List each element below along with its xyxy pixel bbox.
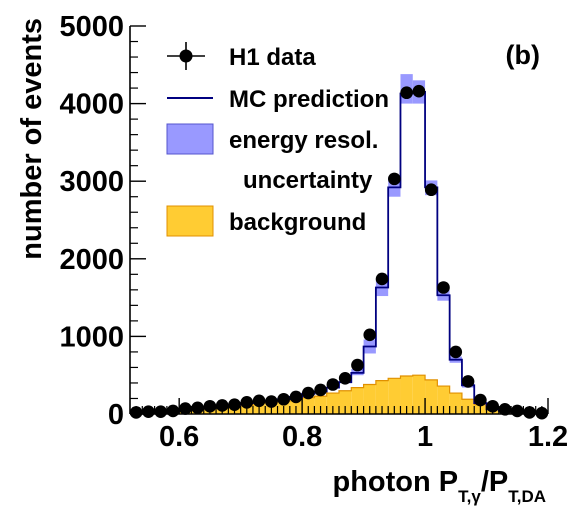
x-axis-title-subscript-1: T,γ (458, 487, 481, 506)
data-point (314, 383, 327, 397)
data-point (424, 183, 438, 197)
x-tick-label: 1 (417, 421, 433, 453)
legend-entry-band: energy resol. uncertainty (166, 123, 378, 194)
legend-band-swatch (166, 123, 214, 155)
data-point (301, 386, 315, 400)
x-axis-title: photon PT,γ/PT,DA (332, 466, 546, 506)
data-point (289, 390, 303, 404)
data-point (338, 372, 352, 385)
data-point (375, 272, 389, 286)
background-bin (449, 393, 462, 414)
x-tick-label: 1.2 (528, 421, 567, 453)
uncertainty-band-layer (326, 74, 499, 410)
x-axis-title-prefix: photon P (332, 466, 458, 498)
data-point (351, 358, 364, 372)
x-axis-title-subscript-2: T,DA (508, 487, 546, 506)
y-tick-label: 4000 (59, 89, 124, 121)
y-tick-label: 3000 (59, 166, 124, 198)
background-bin (375, 380, 389, 414)
data-point (252, 394, 266, 408)
legend-entry-data: H1 data (167, 42, 316, 71)
y-tick-label: 0 (108, 399, 124, 431)
data-point (215, 399, 229, 412)
legend: H1 data MC prediction energy resol. unce… (166, 42, 389, 237)
background-bin (339, 390, 352, 414)
y-tick-label: 5000 (59, 11, 124, 43)
panel-label: (b) (506, 40, 540, 70)
background-bin (363, 384, 376, 414)
background-bin (302, 397, 315, 414)
legend-background-swatch (166, 205, 214, 237)
background-bin (400, 375, 413, 414)
background-bin (437, 386, 450, 414)
legend-label-band-2: uncertainty (243, 167, 373, 194)
background-bin (425, 379, 438, 414)
data-point (461, 375, 475, 388)
x-tick-label: 0.8 (282, 421, 322, 453)
data-point (400, 86, 413, 100)
data-point (277, 392, 290, 406)
data-point (474, 393, 487, 407)
data-point (363, 328, 377, 342)
y-tick-label: 2000 (59, 244, 124, 276)
x-tick-label: 0.6 (159, 421, 199, 453)
x-axis-title-slash: /P (481, 466, 508, 498)
legend-label-mc: MC prediction (229, 86, 389, 113)
y-axis-title: number of events (16, 18, 48, 260)
ticks-layer: 0 1000 2000 3000 4000 5000 0.6 0.8 1 1.2 (59, 11, 567, 453)
legend-entry-mc: MC prediction (167, 86, 389, 113)
background-bin (314, 396, 327, 414)
data-points-layer (129, 84, 549, 420)
legend-label-band: energy resol. (229, 127, 378, 154)
legend-label-background: background (229, 209, 366, 236)
legend-label-data: H1 data (229, 44, 316, 71)
legend-data-marker (179, 49, 193, 63)
data-point (228, 398, 241, 411)
background-bin (326, 393, 339, 414)
data-point (449, 345, 463, 359)
background-bin (388, 378, 401, 414)
data-point (412, 84, 426, 98)
y-tick-label: 1000 (59, 321, 124, 353)
data-point (388, 172, 401, 186)
data-point (265, 395, 278, 408)
background-bin (351, 387, 364, 414)
data-point (437, 281, 450, 294)
legend-entry-background: background (166, 205, 366, 237)
data-point (240, 396, 254, 409)
data-point (326, 378, 340, 391)
background-bin (412, 375, 426, 414)
